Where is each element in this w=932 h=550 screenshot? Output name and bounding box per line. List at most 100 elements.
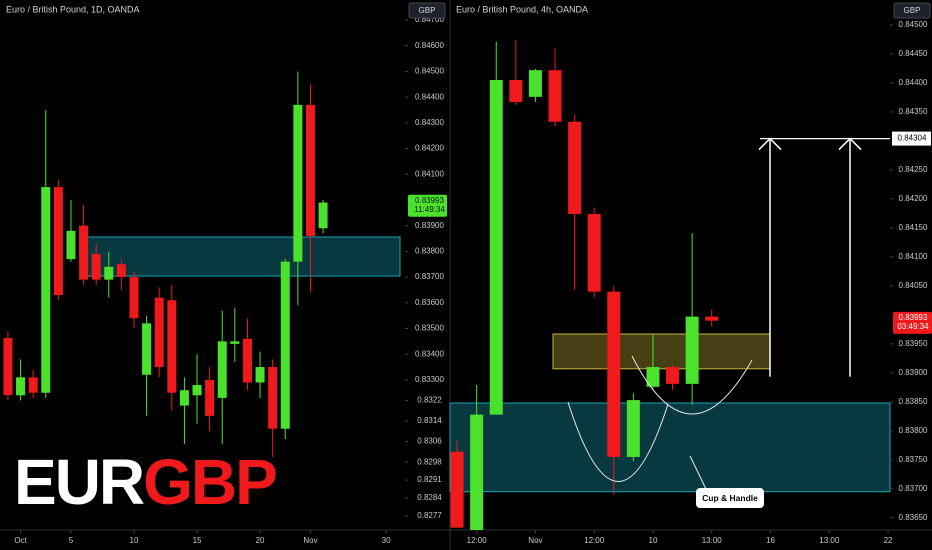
- y-tick-label: 0.83750: [899, 455, 928, 464]
- chart-title: Euro / British Pound, 1D, OANDA: [6, 4, 140, 14]
- y-tick-label: 0.8291: [417, 475, 442, 484]
- candle-body: [685, 316, 699, 384]
- y-tick-label: 0.83800: [415, 246, 444, 255]
- last-price-box: [893, 311, 932, 334]
- x-tick-label: 5: [69, 536, 74, 545]
- candle-body: [3, 337, 13, 396]
- candle-body: [268, 367, 278, 429]
- y-tick-label: 0.84150: [899, 223, 928, 232]
- candle-body: [154, 297, 164, 368]
- y-tick-label: 0.84500: [415, 67, 444, 76]
- candle-body: [179, 390, 189, 406]
- y-tick-label: 0.84450: [899, 49, 928, 58]
- candle-body: [230, 341, 240, 344]
- y-tick-label: 0.8314: [417, 416, 442, 425]
- target-price-box: [892, 131, 931, 146]
- candle-body: [66, 230, 76, 260]
- zone: [449, 402, 891, 493]
- y-tick-label: 0.84700: [415, 15, 444, 24]
- candle-body: [53, 187, 63, 296]
- y-tick-label: 0.84200: [415, 144, 444, 153]
- candle-body: [255, 367, 265, 383]
- candle-body: [646, 367, 660, 387]
- handle-curve: [631, 355, 753, 415]
- x-tick-label: 12:00: [584, 536, 605, 545]
- x-tick-label: Oct: [14, 536, 27, 545]
- y-tick-label: 0.83950: [899, 339, 928, 348]
- x-tick-label: 10: [130, 536, 139, 545]
- last-price-label: 0.83993: [415, 196, 444, 205]
- callout-pointer: [689, 455, 707, 490]
- candle-body: [293, 104, 303, 262]
- y-tick-label: 0.84200: [899, 194, 928, 203]
- y-tick-label: 0.84250: [899, 165, 928, 174]
- candle-body: [205, 379, 215, 416]
- x-tick-label: 22: [884, 536, 893, 545]
- y-tick-label: 0.8284: [417, 493, 442, 502]
- y-tick-label: 0.84600: [415, 41, 444, 50]
- candle-body: [104, 266, 114, 280]
- callout-text: Cup & Handle: [702, 493, 758, 503]
- last-price-box: [408, 194, 447, 217]
- y-tick-label: 0.84300: [415, 118, 444, 127]
- x-tick-label: 20: [256, 536, 265, 545]
- brand: EURGBP: [14, 446, 276, 518]
- x-tick-label: 13:00: [819, 536, 840, 545]
- y-tick-label: 0.84050: [899, 281, 928, 290]
- y-tick-label: 0.84350: [899, 107, 928, 116]
- y-tick-label: 0.83300: [415, 375, 444, 384]
- y-tick-label: 0.84100: [415, 169, 444, 178]
- y-tick-label: 0.8306: [417, 437, 442, 446]
- candle-body: [666, 367, 680, 384]
- y-tick-label: 0.83700: [415, 272, 444, 281]
- candle-body: [568, 121, 582, 214]
- x-tick-label: 10: [649, 536, 658, 545]
- candle-body: [626, 400, 640, 457]
- x-tick-label: 30: [382, 536, 391, 545]
- y-tick-label: 0.83900: [899, 368, 928, 377]
- candle-body: [509, 80, 523, 103]
- candle-body: [217, 341, 227, 398]
- countdown-label: 11:49:34: [414, 205, 445, 214]
- x-tick-label: 16: [766, 536, 775, 545]
- zone: [552, 333, 771, 370]
- candle-body: [305, 104, 315, 236]
- candle-body: [489, 80, 503, 415]
- candle-body: [470, 414, 484, 530]
- candle-body: [41, 187, 51, 393]
- x-tick-label: 12:00: [467, 536, 488, 545]
- y-tick-label: 0.83800: [899, 426, 928, 435]
- y-tick-label: 0.8277: [417, 511, 442, 520]
- y-tick-label: 0.83500: [415, 324, 444, 333]
- chart-title: Euro / British Pound, 4h, OANDA: [456, 4, 588, 14]
- candle-body: [91, 253, 101, 280]
- currency-label: GBP: [419, 6, 436, 15]
- candle-body: [450, 451, 464, 528]
- y-tick-label: 0.8298: [417, 457, 442, 466]
- x-tick-label: Nov: [303, 536, 317, 545]
- y-tick-label: 0.83650: [899, 513, 928, 522]
- zone: [83, 236, 401, 277]
- arrow-head: [838, 137, 862, 151]
- y-tick-label: 0.84400: [899, 78, 928, 87]
- currency-label: GBP: [904, 6, 921, 15]
- candle-body: [607, 291, 621, 457]
- x-tick-label: Nov: [528, 536, 542, 545]
- candle-body: [705, 316, 719, 321]
- brand-base: EUR: [14, 446, 144, 518]
- arrow-head: [758, 137, 782, 151]
- candle-body: [242, 338, 252, 383]
- candle-body: [318, 202, 328, 229]
- candle-body: [280, 261, 290, 429]
- candle-body: [192, 385, 202, 396]
- callout-box: [696, 488, 764, 508]
- candle-body: [587, 213, 601, 292]
- y-tick-label: 0.83900: [415, 221, 444, 230]
- candle-body: [79, 225, 89, 280]
- currency-box: [408, 2, 446, 19]
- x-tick-label: 15: [193, 536, 202, 545]
- candle-body: [28, 377, 38, 393]
- target-price-label: 0.84304: [898, 134, 927, 143]
- y-tick-label: 0.84100: [899, 252, 928, 261]
